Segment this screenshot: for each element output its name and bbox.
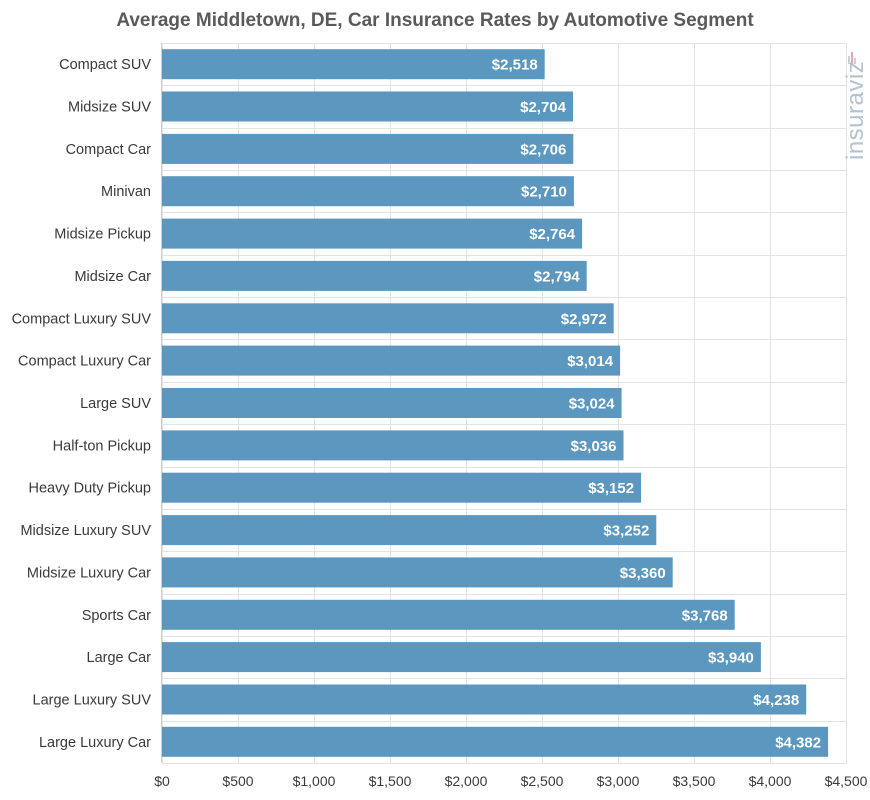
category-label: Midsize SUV [68, 100, 151, 116]
bar-value-label: $4,238 [753, 692, 799, 709]
category-label: Compact Car [66, 142, 152, 158]
bar [162, 176, 574, 207]
bar [162, 430, 624, 461]
bars: $2,518 $2,704 $2,706 $2,710 $2,764 $2,794 $2,9… [162, 49, 829, 757]
x-tick-label: $3,000 [597, 773, 640, 789]
bar [162, 49, 545, 80]
bar [162, 515, 657, 546]
category-label: Compact Luxury Car [18, 354, 151, 370]
watermark-text: insuraviz [842, 61, 869, 160]
chart-title: Average Middletown, DE, Car Insurance Ra… [116, 10, 754, 31]
category-label: Minivan [101, 184, 151, 200]
watermark-logo-bar [854, 58, 856, 64]
category-label: Large Luxury SUV [33, 693, 152, 709]
x-tick-label: $2,000 [445, 773, 488, 789]
bar-value-label: $3,360 [620, 565, 666, 582]
bar [162, 345, 621, 376]
bar-value-label: $3,152 [588, 480, 634, 497]
category-label: Midsize Car [74, 269, 151, 285]
category-label: Midsize Luxury Car [27, 565, 151, 581]
bar-value-label: $3,252 [603, 523, 649, 540]
bar [162, 260, 587, 291]
watermark-logo-bar [848, 56, 850, 64]
bar [162, 642, 761, 673]
bar-value-label: $2,794 [534, 268, 581, 285]
category-label: Compact Luxury SUV [12, 311, 152, 327]
bar-value-label: $2,710 [521, 184, 567, 201]
bar [162, 388, 622, 418]
bar [162, 303, 614, 334]
category-label: Compact SUV [59, 57, 151, 73]
category-label: Large SUV [80, 396, 151, 412]
bar-value-label: $2,704 [520, 99, 567, 116]
category-label: Heavy Duty Pickup [29, 481, 152, 497]
bar [162, 133, 574, 164]
x-tick-label: $4,500 [825, 773, 868, 789]
x-tick-label: $4,000 [749, 773, 792, 789]
bar [162, 726, 829, 757]
bar-value-label: $3,014 [567, 353, 614, 370]
bar-value-label: $4,382 [775, 734, 821, 751]
category-label: Half-ton Pickup [53, 438, 151, 454]
category-label: Sports Car [82, 608, 151, 624]
category-label: Midsize Pickup [54, 227, 151, 243]
bar [162, 557, 673, 588]
bar-value-label: $2,764 [529, 226, 576, 243]
category-label: Large Luxury Car [39, 735, 151, 751]
watermark-logo-bar [851, 52, 853, 64]
x-tick-label: $1,000 [293, 773, 336, 789]
x-tick-label: $1,500 [369, 773, 412, 789]
category-label: Large Car [87, 650, 152, 666]
bar-value-label: $3,024 [569, 396, 616, 413]
bar [162, 684, 807, 715]
bar-value-label: $3,036 [571, 438, 617, 455]
watermark-logo: insuraviz [842, 52, 869, 160]
bar-value-label: $2,972 [561, 311, 607, 328]
bar [162, 218, 583, 249]
bar-value-label: $3,768 [682, 607, 728, 624]
bar-value-label: $2,706 [520, 141, 566, 158]
bar-value-label: $2,518 [492, 57, 538, 74]
bar [162, 91, 573, 122]
bar-value-label: $3,940 [708, 650, 754, 667]
x-tick-label: $3,500 [673, 773, 716, 789]
x-tick-label: $500 [222, 773, 253, 789]
bar [162, 472, 642, 503]
x-tick-label: $2,500 [521, 773, 564, 789]
x-tick-label: $0 [154, 773, 170, 789]
category-labels: Compact SUV Midsize SUV Compact Car Minivan… [12, 57, 152, 751]
category-label: Midsize Luxury SUV [20, 523, 151, 539]
x-axis-ticks: $0 $500 $1,000 $1,500 $2,000 $2,500 $3,000 $3,5… [154, 773, 867, 789]
bar [162, 599, 735, 630]
